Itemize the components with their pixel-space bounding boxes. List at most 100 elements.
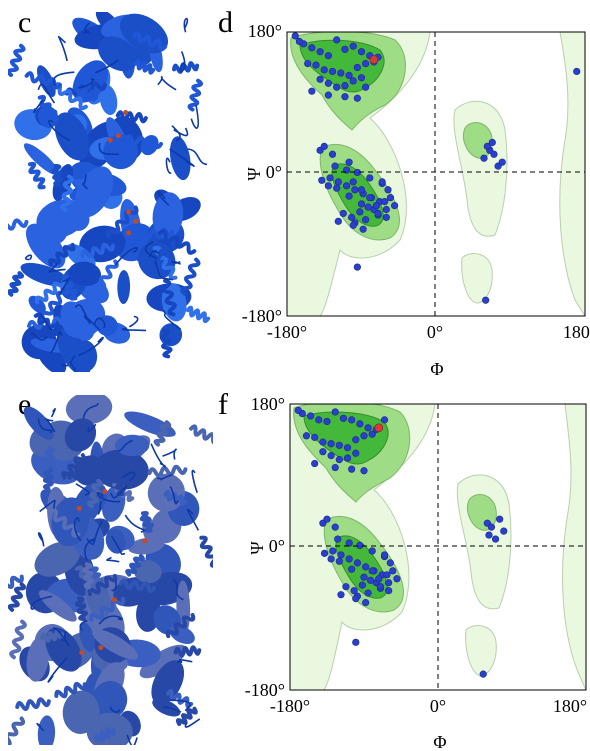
plot-d-residue-point [324, 182, 332, 190]
protein-domain-shape [93, 449, 149, 490]
plot-f-residue-point [491, 535, 500, 543]
ligand-atom [76, 505, 82, 511]
protein-domain-shape [169, 136, 191, 181]
protein-helix-shape [157, 229, 197, 255]
protein-loop-shape [165, 157, 172, 174]
protein-domain-shape [117, 270, 131, 305]
plot-frame-d [286, 31, 586, 317]
protein-helix-shape [172, 61, 200, 74]
plot-f-residue-point [364, 424, 372, 432]
plot-d-residue-point [357, 186, 366, 194]
protein-loop-shape [95, 59, 119, 74]
plot-d-residue-point [328, 67, 337, 76]
plot-f-residue-point [366, 576, 375, 584]
plot-d-residue-point [362, 59, 370, 68]
y-axis-label-d: Ψ [244, 167, 264, 181]
protein-helix-shape [94, 727, 116, 743]
ligand-atom [116, 133, 122, 139]
protein-loop-shape [191, 469, 198, 493]
plot-d-residue-point [364, 203, 372, 211]
plot-f-residue-point [319, 438, 327, 446]
plot-f-residue-point [352, 449, 360, 457]
protein-loop-shape [98, 142, 120, 156]
protein-helix-shape [40, 629, 65, 643]
panel-label-f: f [218, 388, 228, 421]
plot-d-residue-point [349, 77, 357, 85]
plot-f-residue-point [380, 551, 389, 559]
x-tick-label: 180° [553, 696, 587, 716]
plot-f-residue-point [342, 583, 350, 591]
plot-d-residue-point [324, 79, 332, 87]
protein-loop-shape [144, 241, 158, 260]
protein-helix-shape [136, 248, 173, 264]
protein-loop-shape [52, 627, 70, 647]
plot-d-residue-point [349, 221, 357, 229]
y-tick-label: 180° [248, 21, 282, 41]
plot-f-residue-point [294, 406, 302, 414]
plot-d-residue-point [343, 182, 351, 190]
ligand-atom [126, 209, 132, 215]
protein-loop-shape [30, 332, 48, 341]
protein-helix-shape [92, 259, 119, 296]
plot-f-residue-point [500, 527, 508, 535]
plot-f-residue-point [345, 555, 353, 563]
protein-loop-shape [48, 119, 71, 142]
plot-f-residue-point [334, 535, 342, 543]
plot-f-residue-point [356, 541, 364, 550]
plot-f-residue-point [323, 515, 331, 523]
plot-d-residue-point [337, 69, 345, 77]
protein-loop-shape [157, 473, 173, 481]
plot-f-residue-point [331, 463, 339, 472]
plot-d-residue-point [366, 194, 374, 202]
plot-f-residue-point [335, 441, 343, 449]
x-tick-label: 0° [430, 696, 446, 716]
protein-domain-shape [74, 166, 114, 218]
plot-d-residue-point [304, 59, 312, 68]
plot-d-residue-point [378, 178, 386, 186]
plot-d-residue-point [316, 75, 324, 83]
plot-d-residue-point [357, 200, 366, 208]
y-tick-label: -180° [245, 680, 285, 700]
protein-helix-shape [105, 205, 139, 239]
protein-loop-shape [48, 263, 66, 273]
protein-loop-shape [169, 485, 179, 505]
plot-d-residue-point [316, 48, 324, 56]
protein-domain-shape [128, 537, 165, 555]
protein-loop-shape [74, 304, 91, 325]
plot-f-residue-point [375, 575, 383, 583]
protein-loop-shape [162, 448, 177, 460]
protein-domain-shape [103, 134, 139, 170]
protein-helix-shape [34, 279, 66, 305]
plot-d-residue-point [345, 71, 353, 79]
plot-f-residue-point [356, 420, 364, 428]
protein-loop-shape [169, 148, 195, 167]
protein-helix-shape [133, 58, 156, 75]
protein-helix-shape [89, 596, 126, 622]
protein-helix-shape [159, 328, 173, 359]
protein-helix-shape [87, 478, 104, 509]
plot-f-residue-point [360, 432, 368, 440]
protein-loop-shape [173, 127, 189, 137]
protein-loop-shape [124, 514, 146, 533]
ramachandran-plot-f: 180° 0° -180° -180° 0° 180° Φ Ψ [245, 394, 587, 751]
plot-f-residue-point [335, 456, 343, 464]
protein-helix-shape [60, 174, 75, 212]
protein-domain-shape [34, 541, 81, 577]
plot-d-residue-point [345, 192, 353, 200]
protein-loop-shape [57, 35, 68, 62]
protein-loop-shape [36, 722, 45, 732]
protein-loop-shape [58, 277, 71, 296]
protein-structure-image-top [8, 12, 211, 372]
plot-d-residue-point [333, 36, 341, 44]
plot-f-residue-point [352, 436, 360, 444]
plot-f-residue-point [485, 531, 493, 539]
protein-loop-shape [169, 699, 191, 712]
protein-helix-shape [74, 596, 89, 622]
plot-d-residue-point [341, 82, 349, 90]
plot-d-residue-point [334, 178, 342, 186]
protein-domain-shape [54, 112, 90, 161]
plot-f-residue-point [368, 567, 376, 575]
protein-loop-shape [154, 260, 173, 281]
protein-domain-shape [98, 36, 138, 72]
protein-helix-shape [185, 305, 211, 324]
